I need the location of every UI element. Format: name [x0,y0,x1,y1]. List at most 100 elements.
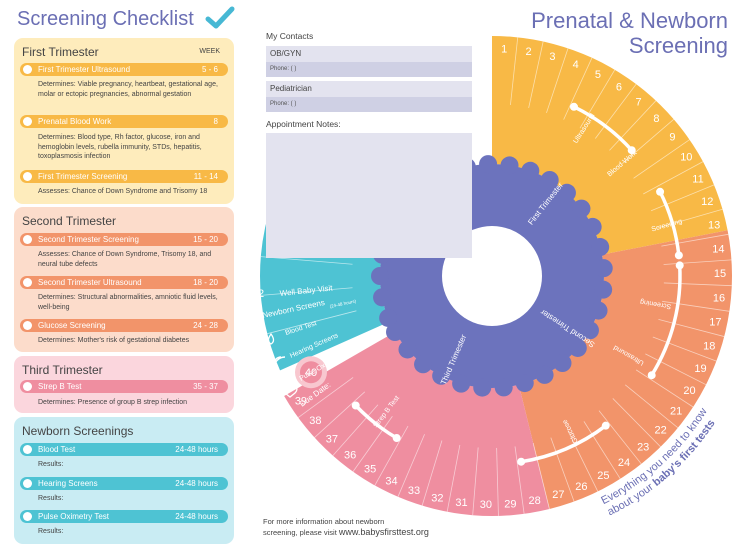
week-number: 37 [326,433,338,445]
pediatrician-field[interactable] [266,81,472,97]
checkbox-circle[interactable] [23,382,32,391]
checklist-item[interactable]: Hearing Screens 24-48 hours [20,477,228,490]
item-description: Determines: Mother's risk of gestational… [38,337,190,344]
item-description: Results: [38,495,64,502]
item-description: Results: [38,528,64,535]
week-number: 20 [683,385,695,397]
checklist-item[interactable]: Pulse Oximetry Test 24-48 hours [20,510,228,523]
week-number: 33 [408,485,420,497]
week-divider [314,391,366,438]
week-divider [374,425,409,486]
week-divider [661,233,729,247]
week-number: 23 [637,442,649,454]
week-number: 14 [712,244,724,256]
appointment-notes-field[interactable] [266,133,472,258]
week-number: 36 [344,450,356,462]
checklist-item[interactable]: Blood Test 24-48 hours [20,443,228,456]
week-number: 8 [653,113,659,125]
week-divider [550,437,575,502]
week-number: 11 [692,173,703,185]
week-number: 29 [504,498,516,510]
week-divider [579,69,616,129]
week-number: 10 [680,152,692,164]
pediatrician-phone-field[interactable]: Phone: ( ) [266,97,472,112]
week-divider [643,161,704,195]
footer-link[interactable]: www.babysfirsttest.org [338,527,429,537]
week-divider [528,41,544,109]
week-number: 34 [385,476,397,488]
checklist-title: Screening Checklist [17,8,194,30]
week-divider [352,415,393,472]
week-divider [514,446,525,514]
checkbox-circle[interactable] [23,117,32,126]
week-divider [583,421,621,480]
section-title: Third Trimester [22,363,103,377]
main-title-line2: Screening [628,33,728,58]
checkbox-circle[interactable] [23,445,32,454]
week-divider [652,336,717,362]
week-divider [663,259,732,265]
week-divider [421,440,443,506]
week-divider [645,353,707,386]
week-number: 1 [501,43,507,55]
week-divider [612,398,661,448]
due-week-number: 40 [305,367,317,379]
week-number: 27 [552,489,564,501]
checkbox-circle[interactable] [23,278,32,287]
heart-icon [282,385,298,398]
section-title: Second Trimester [22,214,117,228]
checkbox-circle[interactable] [23,65,32,74]
week-number: 22 [654,424,666,436]
week-divider [332,404,379,456]
item-description: Determines: Structural abnormalities, am… [38,294,218,311]
footer-text: For more information about newborn scree… [263,517,429,538]
main-title: Prenatal & Newborn Screening [531,8,728,58]
checklist-item[interactable]: Second Trimester Screening 15 - 20 [20,233,228,246]
third-trimester-section: Third Trimester Strep B Test 35 - 37 Det… [14,356,234,413]
item-description: Determines: Viable pregnancy, heartbeat,… [38,81,218,98]
checkbox-circle[interactable] [23,321,32,330]
newborn-divider [267,310,357,335]
week-divider [658,319,725,337]
week-number: 25 [597,470,609,482]
week-number: 7 [635,96,641,108]
week-divider [563,57,593,120]
first-trimester-section: First Trimester WEEK First Trimester Ult… [14,38,234,204]
week-number: 30 [480,499,492,511]
checkbox-circle[interactable] [23,479,32,488]
week-divider [496,447,499,516]
screening-bracket [649,263,682,377]
week-number: 9 [669,132,675,144]
checklist-item[interactable]: Glucose Screening 24 - 28 [20,319,228,332]
item-description: Assesses: Chance of Down Syndrome and Tr… [38,188,208,195]
checkbox-circle[interactable] [23,235,32,244]
footer-line1: For more information about newborn [263,517,385,526]
checklist-item[interactable]: Prenatal Blood Work 8 [20,115,228,128]
checkmark-icon [205,6,235,29]
main-title-line1: Prenatal & Newborn [531,8,728,33]
second-trimester-section: Second Trimester Second Trimester Screen… [14,207,234,352]
week-number: 24 [618,457,630,469]
obgyn-phone-field[interactable]: Phone: ( ) [266,62,472,77]
week-number: 18 [703,340,715,352]
week-divider [397,434,425,497]
checkbox-circle[interactable] [23,172,32,181]
pediatrician-label: Pediatrician [270,84,312,93]
newborn-screens-hours: (24-48 hours) [329,298,357,309]
week-number: 16 [713,292,725,304]
checkbox-circle[interactable] [23,512,32,521]
first-trimester-band [492,36,728,255]
drop-icon [267,332,275,345]
week-number: 19 [694,363,706,375]
checklist-item[interactable]: Second Trimester Ultrasound 18 - 20 [20,276,228,289]
week-number: 39 [295,395,307,407]
checklist-item[interactable]: Strep B Test 35 - 37 [20,380,228,393]
obgyn-field[interactable] [266,46,472,62]
checklist-item[interactable]: First Trimester Ultrasound 5 - 6 [20,63,228,76]
week-number: 3 [549,51,555,63]
week-divider [595,83,637,139]
checklist-item[interactable]: First Trimester Screening 11 - 14 [20,170,228,183]
week-divider [472,447,479,516]
item-description: Assesses: Chance of Down Syndrome, Triso… [38,251,212,268]
